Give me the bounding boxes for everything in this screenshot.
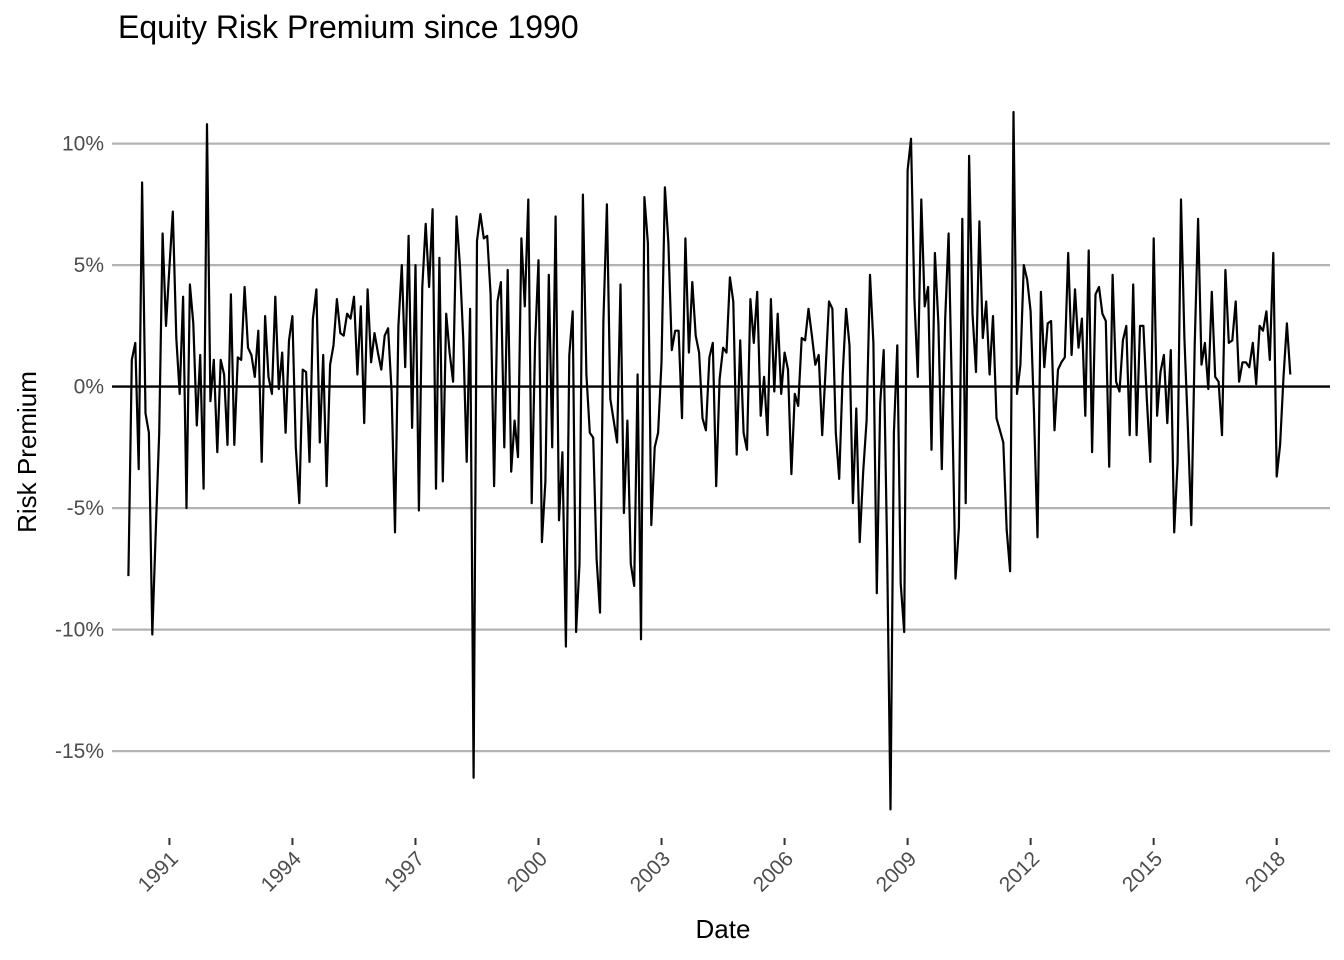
- y-tick-label: -10%: [55, 619, 104, 642]
- x-tick-label: 2000: [503, 847, 552, 896]
- x-tick-label: 2018: [1241, 847, 1290, 896]
- x-axis-ticks: 1991 1994 1997 2000 2003 2006 2009 2012 2015 2018: [134, 838, 1290, 897]
- chart-title: Equity Risk Premium since 1990: [118, 9, 579, 45]
- x-tick-label: 2015: [1118, 847, 1167, 896]
- x-tick-label: 2009: [872, 847, 921, 896]
- x-axis-title: Date: [696, 914, 751, 944]
- y-tick-labels: 10% 5% 0% -5% -10% -15%: [55, 133, 104, 763]
- x-tick-label: 1997: [380, 847, 429, 896]
- grid-lines: [112, 142, 1330, 753]
- y-tick-label: -5%: [67, 497, 104, 520]
- series-layer: [112, 110, 1330, 811]
- risk-premium-series-line: [127, 110, 1292, 811]
- x-tick-label: 1991: [134, 847, 183, 896]
- x-tick-label: 2012: [995, 847, 1044, 896]
- y-tick-label: 10%: [62, 133, 104, 156]
- x-tick-label: 2003: [626, 847, 675, 896]
- y-tick-label: 0%: [74, 376, 104, 399]
- y-tick-label: -15%: [55, 740, 104, 763]
- y-axis-title: Risk Premium: [12, 371, 42, 533]
- y-tick-label: 5%: [74, 254, 104, 277]
- x-tick-label: 1994: [257, 847, 307, 897]
- x-tick-label: 2006: [749, 847, 798, 896]
